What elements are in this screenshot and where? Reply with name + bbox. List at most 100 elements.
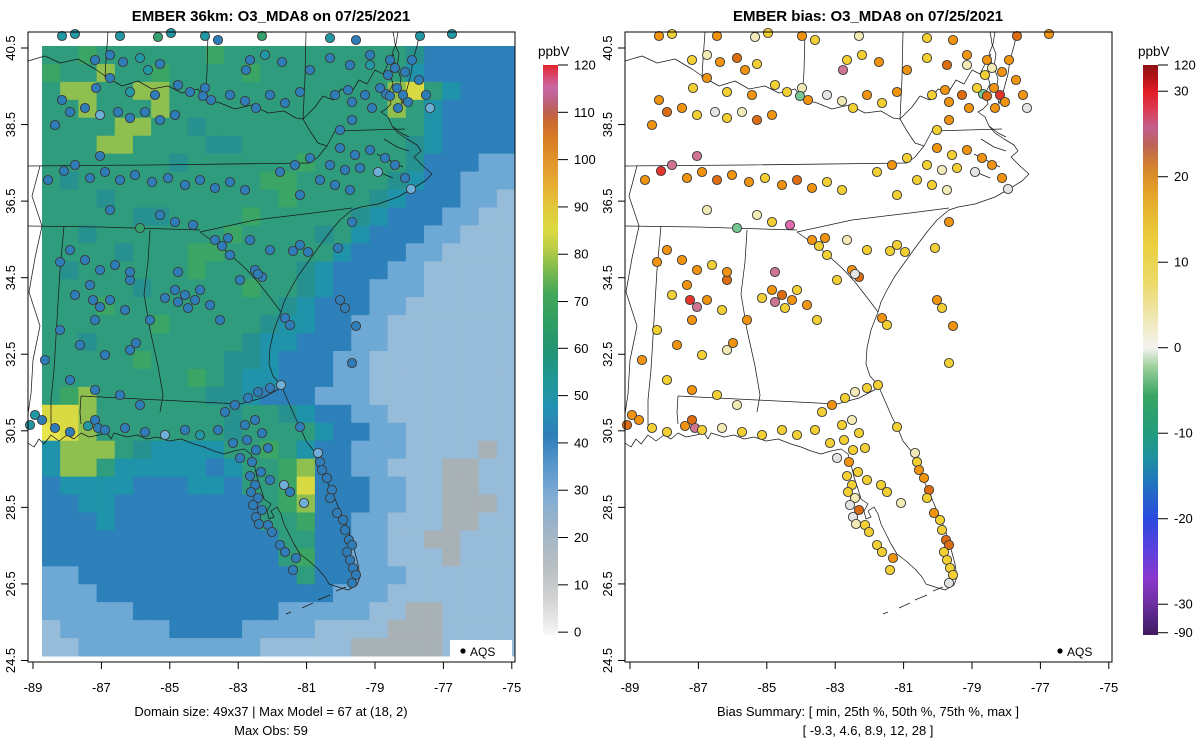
station-dot — [661, 426, 673, 438]
station-dot — [852, 466, 864, 478]
x-axis-tick-label: -89 — [24, 680, 43, 695]
station-dot — [696, 349, 708, 361]
station-dot — [172, 266, 184, 278]
axes-layer: -89 -87 -85 -83 -81 -79 -77 -75 40.5 38.5 36.5 34.5… — [600, 31, 1118, 695]
station-dot — [843, 456, 855, 468]
station-dot — [686, 314, 698, 326]
station-dot — [372, 166, 384, 178]
station-dot — [981, 54, 993, 66]
station-dot — [1003, 54, 1015, 66]
station-dot — [119, 304, 131, 316]
station-dot — [739, 64, 751, 76]
station-dot — [876, 97, 888, 109]
station-dot — [653, 30, 665, 42]
station-dot — [716, 422, 728, 434]
colorbar: 120 30 20 10 0 -10 -20 -30 -90 — [1143, 58, 1196, 640]
station-dot — [847, 102, 859, 114]
station-dot — [382, 69, 394, 81]
station-dot — [1011, 30, 1023, 42]
station-dot — [884, 245, 896, 257]
y-axis-tick-label: 30.5 — [600, 418, 615, 443]
station-dot — [69, 159, 81, 171]
station-dot — [144, 314, 156, 326]
station-dot — [926, 89, 938, 101]
x-axis-tick-label: -83 — [229, 680, 248, 695]
station-dot — [364, 144, 376, 156]
station-dot — [82, 420, 94, 432]
station-dot — [781, 86, 793, 98]
x-axis-tick-label: -79 — [963, 680, 982, 695]
y-axis-tick-label: 30.5 — [3, 418, 18, 443]
station-dot — [801, 299, 813, 311]
right-map-panel: -89 -87 -85 -83 -81 -79 -77 -75 40.5 38.5 36.5 34.5… — [600, 27, 1118, 695]
station-dot — [124, 266, 136, 278]
station-dot — [939, 84, 951, 96]
station-dot — [159, 429, 171, 441]
station-dot — [275, 379, 287, 391]
station-dot — [334, 142, 346, 154]
y-axis-tick-label: 38.5 — [600, 112, 615, 137]
station-dot — [821, 176, 833, 188]
station-dot — [294, 239, 306, 251]
station-dot — [402, 96, 414, 108]
station-dot — [756, 429, 768, 441]
station-dot — [89, 314, 101, 326]
station-dot — [124, 86, 136, 98]
station-dot — [826, 399, 838, 411]
station-dot — [676, 254, 688, 266]
station-dot — [909, 447, 921, 459]
station-dot — [334, 294, 346, 306]
right-colorbar-unit-label: ppbV — [1138, 44, 1170, 59]
station-dot — [205, 94, 217, 106]
colorbar-tick-label: 60 — [574, 341, 588, 356]
station-dot — [821, 249, 833, 261]
station-dot — [134, 222, 146, 234]
colorbar-tick-label: 50 — [574, 388, 588, 403]
station-dot — [651, 256, 663, 268]
station-dot — [727, 337, 739, 349]
colorbar-tick-label: 120 — [574, 58, 596, 73]
station-dot — [339, 302, 351, 314]
station-dot — [943, 216, 955, 228]
station-dot — [39, 354, 51, 366]
station-dot — [134, 399, 146, 411]
station-dot — [214, 314, 226, 326]
station-dot — [762, 27, 774, 39]
station-dot — [279, 312, 291, 324]
station-dot — [244, 54, 256, 66]
station-dot — [969, 166, 981, 178]
station-dot — [324, 159, 336, 171]
station-dot — [84, 172, 96, 184]
station-dot — [346, 96, 358, 108]
station-dot — [99, 424, 111, 436]
station-dot — [79, 102, 91, 114]
station-dot — [849, 268, 861, 280]
station-dot — [159, 292, 171, 304]
station-dot — [219, 406, 231, 418]
station-dot — [264, 382, 276, 394]
station-dot — [921, 159, 933, 171]
station-dot — [64, 106, 76, 118]
station-dot — [114, 174, 126, 186]
station-dot — [99, 166, 111, 178]
station-dot — [784, 219, 796, 231]
station-dot — [146, 176, 158, 188]
station-dot — [836, 419, 848, 431]
station-dot — [776, 179, 788, 191]
station-dot — [331, 507, 343, 519]
station-dot — [89, 384, 101, 396]
station-dot — [344, 59, 356, 71]
station-dot — [389, 62, 401, 74]
colorbar-tick-label: 20 — [574, 530, 588, 545]
station-dot — [289, 159, 301, 171]
stations-layer — [621, 27, 1055, 589]
station-dot — [936, 302, 948, 314]
station-dot — [943, 357, 955, 369]
station-dot — [751, 114, 763, 126]
station-dot — [918, 472, 930, 484]
station-dot — [194, 284, 206, 296]
station-dot — [813, 240, 825, 252]
station-dot — [199, 30, 211, 42]
station-dot — [676, 102, 688, 114]
station-dot — [245, 486, 257, 498]
